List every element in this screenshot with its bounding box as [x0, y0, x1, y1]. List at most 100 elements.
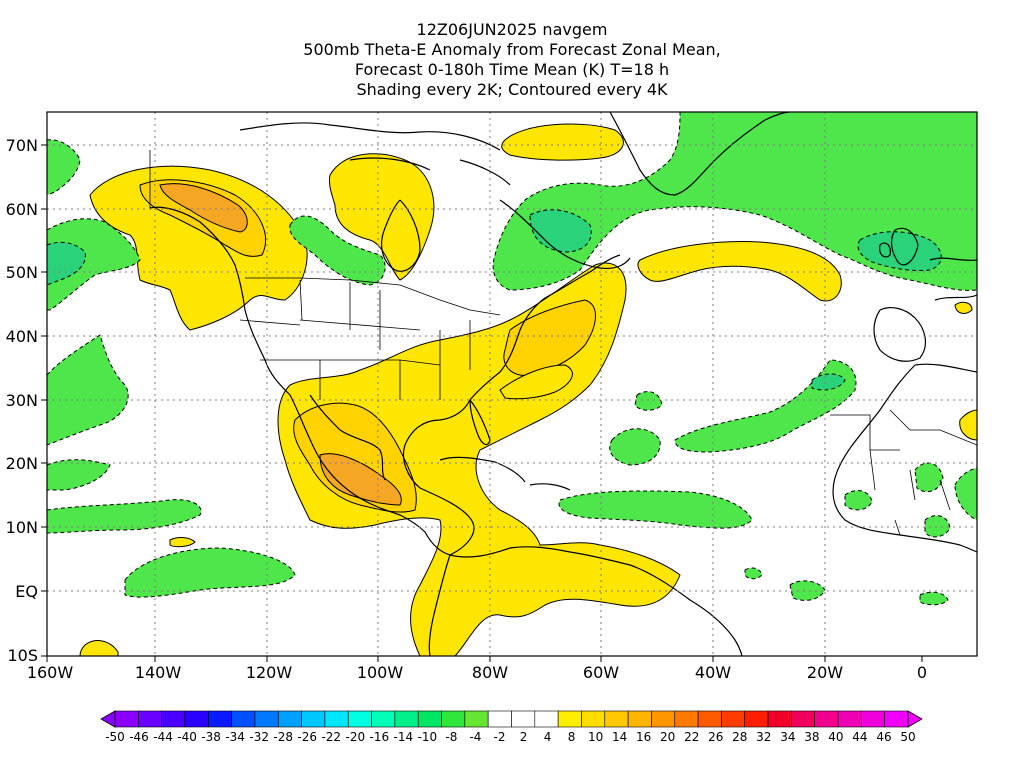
colorbar-label: -50: [105, 730, 125, 744]
colorbar-swatch: [371, 710, 396, 728]
colorbar-label: -32: [249, 730, 269, 744]
colorbar-swatch: [301, 710, 326, 728]
anomaly-region-atlantic-eq-2: [744, 567, 763, 580]
coast-british-isles: [879, 227, 919, 266]
borders-north-america: [149, 150, 501, 400]
coast-north-america-west: [149, 206, 451, 556]
colorbar-arrow-left: [100, 710, 116, 728]
colorbar-swatch: [161, 710, 186, 728]
lat-axis: 70N 60N 50N 40N 30N 20N 10N EQ 10S: [6, 136, 47, 665]
anomaly-region-atlantic-eq-3: [919, 591, 949, 606]
colorbar-label: -4: [469, 730, 481, 744]
lat-label-50n: 50N: [6, 263, 38, 282]
colorbar-swatch: [207, 710, 232, 728]
anomaly-region-atlantic-small-1: [609, 428, 661, 466]
coast-hispaniola: [529, 483, 571, 491]
anomaly-region-mexico-max: [319, 453, 402, 506]
borders-africa: [830, 409, 977, 536]
coast-arctic-islands: [239, 122, 511, 186]
lon-label-60w: 60W: [583, 663, 619, 682]
lat-label-30n: 30N: [6, 391, 38, 410]
map-plot-area: [47, 112, 977, 656]
colorbar-swatch: [277, 710, 302, 728]
coast-cuba: [439, 456, 526, 483]
colorbar-swatch: [627, 710, 652, 728]
colorbar-label: -38: [201, 730, 221, 744]
colorbar-label: 2: [520, 730, 528, 744]
colorbar-label: -2: [493, 730, 505, 744]
colorbar-label: 14: [612, 730, 627, 744]
colorbar-arrow-right: [907, 710, 923, 728]
anomaly-region-north-atlantic-core: [857, 231, 942, 271]
colorbar-swatch: [441, 710, 466, 728]
colorbar-label: 32: [756, 730, 771, 744]
coast-central-america: [309, 394, 386, 481]
colorbar-label: -10: [418, 730, 438, 744]
map-frame: [46, 111, 978, 657]
anomaly-region-africa-3: [844, 490, 873, 511]
anomaly-region-atlantic-15n: [558, 490, 753, 529]
colorbar-swatch: [721, 710, 746, 728]
lon-label-40w: 40W: [695, 663, 731, 682]
title-line-3: Forecast 0-180h Time Mean (K) T=18 h: [354, 60, 670, 79]
colorbar-label: 22: [684, 730, 699, 744]
anomaly-region-west-pacific-mid: [47, 218, 141, 311]
anomaly-region-central-canada: [289, 215, 386, 286]
colorbar-swatch: [557, 710, 582, 728]
coast-hudson-bay: [381, 199, 421, 272]
colorbar-swatch: [697, 710, 722, 728]
title-line-1: 12Z06JUN2025 navgem: [416, 20, 608, 39]
colorbar-label: -44: [153, 730, 173, 744]
positive-anomaly-shading: [79, 123, 977, 656]
lon-axis: 160W 140W 120W 100W 80W 60W 40W 20W 0: [27, 656, 927, 682]
colorbar-label: 20: [660, 730, 675, 744]
colorbar-label: -14: [394, 730, 414, 744]
colorbar-label: 44: [852, 730, 867, 744]
lat-label-20n: 20N: [6, 454, 38, 473]
lon-label-0: 0: [917, 663, 927, 682]
colorbar-label: -8: [445, 730, 457, 744]
colorbar-label: -22: [321, 730, 341, 744]
colorbar-label: 8: [568, 730, 576, 744]
colorbar-label: 28: [732, 730, 747, 744]
coast-labrador: [499, 199, 631, 270]
colorbar-label: -28: [273, 730, 293, 744]
colorbar-swatch: [254, 710, 279, 728]
colorbar-swatch: [231, 710, 256, 728]
anomaly-region-pacific-12n: [47, 499, 202, 534]
anomaly-region-africa-2: [954, 467, 977, 521]
coast-europe-mainland: [929, 257, 977, 301]
coast-south-america: [428, 546, 743, 656]
colorbar-swatch: [394, 710, 419, 728]
coast-africa: [832, 363, 977, 553]
title-line-2: 500mb Theta-E Anomaly from Forecast Zona…: [303, 40, 721, 59]
colorbar-swatch: [767, 710, 792, 728]
negative-anomaly-shading: [47, 112, 977, 606]
colorbar-swatch: [791, 710, 816, 728]
colorbar: -50 -46 -44 -40 -38 -34 -32 -28 -26 -22 -20 -16 -14-…: [100, 710, 923, 744]
lon-label-100w: 100W: [357, 663, 404, 682]
coast-greenland: [609, 112, 791, 196]
lat-label-eq: EQ: [15, 582, 38, 601]
lon-label-160w: 160W: [27, 663, 74, 682]
anomaly-region-pacific-20n: [47, 459, 111, 491]
colorbar-swatch: [534, 710, 559, 728]
colorbar-swatch: [837, 710, 862, 728]
colorbar-swatch: [651, 710, 676, 728]
colorbar-label: 26: [708, 730, 723, 744]
colorbar-swatch: [861, 710, 885, 728]
anomaly-region-atlantic-30n-core: [811, 373, 846, 391]
lon-label-80w: 80W: [472, 663, 508, 682]
colorbar-label: 50: [900, 730, 915, 744]
lon-label-20w: 20W: [807, 663, 843, 682]
lat-label-10s: 10S: [7, 646, 38, 665]
colorbar-label: -40: [177, 730, 197, 744]
colorbar-label: -46: [129, 730, 149, 744]
title-block: 12Z06JUN2025 navgem 500mb Theta-E Anomal…: [0, 20, 1024, 100]
colorbar-swatch: [114, 710, 139, 728]
anomaly-region-alaska: [89, 165, 308, 331]
colorbar-label: 40: [828, 730, 843, 744]
anomaly-region-europe-small: [954, 301, 973, 314]
colorbar-label: 38: [804, 730, 819, 744]
